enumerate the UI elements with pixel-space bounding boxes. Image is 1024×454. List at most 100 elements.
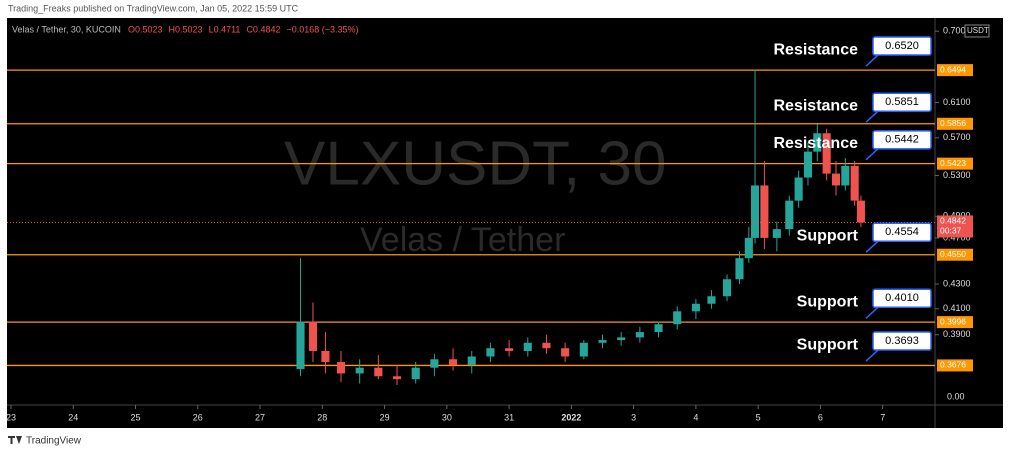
x-tick-label: 29: [380, 412, 390, 422]
annotation-label: Resistance: [774, 41, 859, 58]
annotation-box: [872, 331, 932, 351]
candle-body: [744, 237, 753, 259]
x-tick-label: 3: [631, 412, 636, 422]
x-tick-label: 23: [6, 412, 16, 422]
level-label: 0.6494: [940, 64, 966, 74]
candle-body: [486, 348, 495, 357]
lower-pane-tick: 0.00: [947, 391, 965, 401]
candle-body: [505, 348, 514, 351]
annotation-label: Support: [797, 294, 859, 311]
candle-body: [813, 133, 822, 152]
y-tick-label: 0.3900: [943, 329, 971, 339]
candle-body: [296, 321, 305, 370]
level-label: 0.3676: [940, 360, 966, 370]
candle-body: [374, 367, 383, 377]
annotation-label: Support: [797, 336, 859, 353]
candle-body: [321, 350, 330, 363]
candle-body: [392, 376, 402, 380]
candle-body: [598, 340, 607, 343]
annotation-pointer: [865, 349, 879, 362]
candle-body: [673, 311, 682, 325]
y-tick-label: 0.4300: [943, 278, 971, 288]
legend-item: H0.5023: [169, 24, 203, 34]
header: Trading_Freaks published on TradingView.…: [8, 3, 299, 13]
candle-body: [691, 303, 700, 312]
annotation-value: 0.5442: [885, 134, 919, 146]
level-label: 0.5856: [940, 118, 966, 128]
candle-body: [722, 279, 732, 297]
annotation-value: 0.3693: [885, 335, 919, 347]
annotation-pointer: [865, 54, 879, 67]
candle-body: [411, 367, 420, 380]
candle-body: [785, 200, 794, 230]
x-tick-label: 2022: [561, 412, 581, 422]
annotation-box: [872, 36, 932, 56]
unit-bg: [964, 24, 990, 38]
annotation-box: [872, 288, 932, 309]
watermark-sub: Velas / Tether: [360, 221, 565, 259]
annotation-box: [872, 130, 932, 150]
candle-body: [467, 356, 476, 365]
annotation-box: [872, 92, 932, 112]
annotation-value: 0.4010: [885, 292, 919, 304]
x-tick-label: 28: [317, 412, 327, 422]
symbol: Velas / Tether, 30, KUCOIN: [12, 24, 121, 34]
chart-bg: [7, 18, 1003, 428]
annotation-value: 0.6520: [885, 40, 919, 52]
y-tick-label: 0.6100: [943, 97, 971, 107]
x-tick-label: 4: [693, 412, 698, 422]
countdown: 00:37: [940, 226, 962, 236]
candle-body: [751, 185, 760, 238]
annotation-value: 0.4554: [885, 226, 919, 238]
candle-body: [523, 342, 532, 351]
y-unit: USDT: [967, 26, 989, 35]
candle-body: [561, 348, 570, 357]
level-label: 0.5423: [940, 158, 966, 168]
candle-body: [542, 342, 551, 349]
annotation-label: Support: [797, 228, 859, 245]
y-tick-label: 0.5300: [943, 170, 971, 180]
annotation-pointer: [865, 110, 879, 123]
annotation-label: Resistance: [774, 97, 859, 114]
x-tick-label: 27: [255, 412, 265, 422]
candle-body: [760, 185, 769, 238]
y-tick-label: 0.5700: [943, 132, 971, 142]
candle-body: [831, 173, 841, 186]
level-label: 0.4550: [940, 249, 966, 259]
legend-item: C0.4842: [246, 24, 280, 34]
x-tick-label: 7: [880, 412, 885, 422]
level-label-bg: [937, 359, 973, 372]
candle-body: [635, 332, 644, 338]
last-price-label: 0.4842: [940, 216, 966, 226]
y-tick-label: 0.4100: [943, 303, 971, 313]
candle-body: [579, 342, 588, 357]
x-tick-label: 5: [756, 412, 761, 422]
annotation-box: [872, 222, 932, 243]
x-tick-label: 31: [504, 412, 514, 422]
legend-item: L0.4711: [209, 24, 241, 34]
legend-item: O0.5023: [128, 24, 163, 34]
candle-body: [803, 151, 813, 178]
annotation-pointer: [865, 148, 879, 161]
x-tick-label: 26: [193, 412, 203, 422]
level-label-bg: [937, 157, 973, 170]
candle-body: [617, 337, 626, 341]
candle-body: [449, 359, 458, 365]
annotation-pointer: [865, 306, 879, 319]
plot: [7, 69, 935, 385]
last-price-bg: [937, 215, 973, 238]
level-label-bg: [937, 316, 973, 329]
x-tick-label: 24: [68, 412, 78, 422]
x-tick-label: 6: [818, 412, 823, 422]
footer: TradingView: [26, 436, 82, 447]
level-label-bg: [937, 64, 973, 77]
annotation-label: Resistance: [774, 135, 859, 152]
candle-body: [336, 362, 346, 374]
candle-body: [735, 258, 744, 280]
annotation-pointer: [865, 240, 879, 253]
candle-body: [308, 321, 318, 351]
candle-body: [355, 367, 364, 374]
candle-body: [430, 359, 439, 368]
candle-body: [707, 296, 716, 304]
